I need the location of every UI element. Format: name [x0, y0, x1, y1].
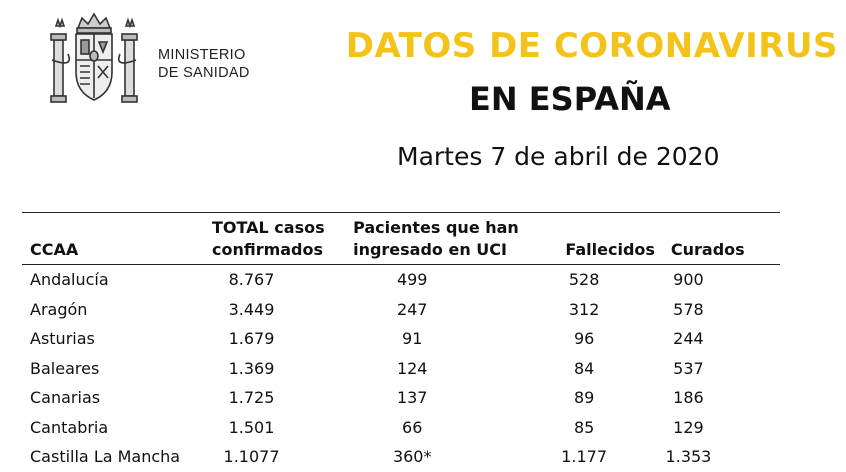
header-ccaa: CCAA — [30, 240, 79, 259]
cell-ccaa: Canarias — [30, 388, 101, 407]
cell-uci: 124 — [396, 358, 428, 378]
cell-total: 1.1077 — [223, 447, 280, 466]
header-curados: Curados — [670, 240, 745, 259]
cell-fallecidos: 528 — [568, 270, 600, 289]
header-fallecidos: Fallecidos — [565, 240, 655, 259]
ministry-logo: MINISTERIO DE SANIDAD — [40, 10, 260, 110]
table-row: Cantabria 1.501 66 85 129 — [22, 413, 780, 443]
cell-total: 3.449 — [228, 299, 275, 319]
cell-fallecidos: 312 — [568, 299, 600, 319]
cell-curados: 1.353 — [665, 447, 712, 466]
ccaa-data-table: CCAA TOTAL casos confirmados Pacientes q… — [22, 213, 780, 472]
cell-uci: 360* — [392, 447, 432, 466]
cell-ccaa: Baleares — [30, 358, 100, 378]
table-row: Castilla La Mancha 1.1077 360* 1.177 1.3… — [22, 442, 780, 472]
cell-uci: 66 — [402, 417, 423, 437]
cell-uci: 137 — [396, 388, 428, 407]
ministry-line-2: DE SANIDAD — [158, 65, 250, 81]
table-row: Asturias 1.679 91 96 244 — [22, 324, 780, 354]
cell-total: 1.725 — [228, 388, 275, 407]
cell-total: 1.501 — [228, 417, 275, 437]
cell-ccaa: Asturias — [30, 329, 95, 348]
cell-curados: 186 — [673, 388, 704, 407]
cell-curados: 900 — [673, 270, 704, 289]
table-header-row: CCAA TOTAL casos confirmados Pacientes q… — [22, 213, 780, 265]
header-total-line-1: TOTAL casos — [211, 218, 325, 237]
header-uci-line-1: Pacientes que han — [353, 218, 519, 237]
table-row: Andalucía 8.767 499 528 900 — [22, 265, 780, 295]
header-total-line-2: confirmados — [211, 240, 324, 259]
coat-of-arms-of-spain-icon — [50, 12, 138, 103]
table-row: Aragón 3.449 247 312 578 — [22, 295, 780, 325]
cell-total: 1.369 — [228, 358, 275, 378]
cell-fallecidos: 85 — [573, 417, 595, 437]
cell-ccaa: Andalucía — [30, 270, 109, 289]
header-uci: Pacientes que han ingresado en UCI — [343, 213, 527, 265]
cell-curados: 244 — [673, 329, 704, 348]
cell-curados: 129 — [673, 417, 704, 437]
cell-curados: 578 — [673, 299, 704, 319]
page-title-line-1: DATOS DE CORONAVIRUS — [345, 26, 838, 66]
header-total-casos: TOTAL casos confirmados — [200, 213, 343, 265]
cell-uci: 499 — [396, 270, 428, 289]
table-row: Baleares 1.369 124 84 537 — [22, 354, 780, 384]
cell-uci: 91 — [402, 329, 423, 348]
cell-fallecidos: 89 — [573, 388, 595, 407]
cell-total: 8.767 — [228, 270, 275, 289]
ministry-line-1: MINISTERIO — [158, 47, 246, 63]
cell-curados: 537 — [673, 358, 704, 378]
data-table-container: CCAA TOTAL casos confirmados Pacientes q… — [22, 212, 780, 472]
report-date: Martes 7 de abril de 2020 — [397, 142, 720, 171]
cell-fallecidos: 1.177 — [561, 447, 608, 466]
ministry-name: MINISTERIO DE SANIDAD — [158, 46, 250, 82]
cell-ccaa: Castilla La Mancha — [30, 447, 181, 466]
cell-ccaa: Aragón — [30, 299, 88, 319]
cell-total: 1.679 — [228, 329, 275, 348]
cell-fallecidos: 96 — [573, 329, 595, 348]
table-top-rule — [22, 212, 780, 213]
header-uci-line-2: ingresado en UCI — [353, 240, 507, 259]
cell-ccaa: Cantabria — [30, 417, 109, 437]
table-row: Canarias 1.725 137 89 186 — [22, 383, 780, 413]
cell-uci: 247 — [396, 299, 428, 319]
cell-fallecidos: 84 — [573, 358, 595, 378]
page-title-line-2: EN ESPAÑA — [469, 80, 671, 118]
